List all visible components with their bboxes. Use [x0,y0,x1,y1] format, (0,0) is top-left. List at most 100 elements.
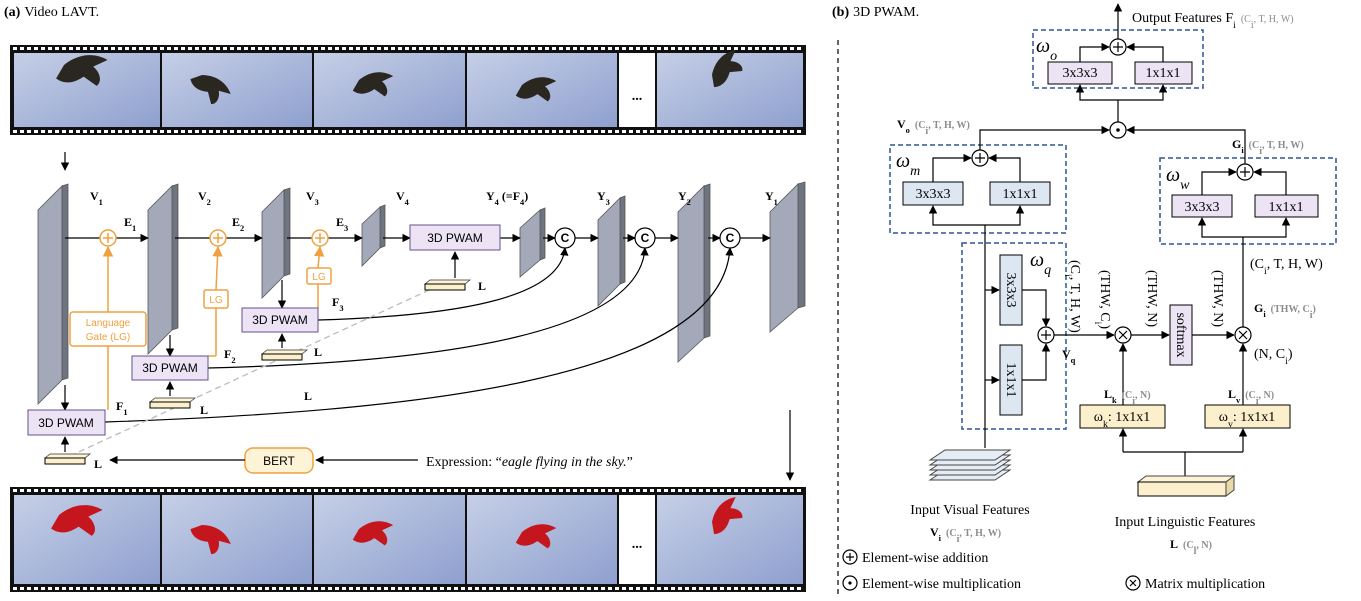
sprocket [27,130,31,133]
sprocket [594,489,598,492]
sprocket [216,47,220,50]
sprocket [615,587,619,590]
sprocket [307,47,311,50]
sprocket [552,47,556,50]
sprocket [83,130,87,133]
sprocket [328,130,332,133]
sprocket [300,587,304,590]
sprocket [181,489,185,492]
sprocket [552,489,556,492]
sprocket [153,130,157,133]
sprocket [97,489,101,492]
sprocket [629,47,633,50]
sprocket [531,489,535,492]
sprocket [237,587,241,590]
sprocket [664,587,668,590]
sprocket [720,130,724,133]
sprocket [20,587,24,590]
text-part: ) [1288,347,1293,362]
sprocket [62,489,66,492]
sprocket [181,130,185,133]
sprocket [405,489,409,492]
sprocket [384,47,388,50]
sprocket [356,47,360,50]
sprocket [776,47,780,50]
sprocket [594,130,598,133]
sprocket [251,130,255,133]
feature-label: V2 [198,189,211,207]
sprocket [195,587,199,590]
sprocket [545,489,549,492]
sprocket [55,587,59,590]
sprocket [13,130,17,133]
text-part: G [1254,301,1263,315]
sprocket [433,489,437,492]
text-part: Output Features F [1132,11,1233,26]
kernel: 3x3x3 [916,187,951,202]
sprocket [265,47,269,50]
encoder-stage: E2 [232,215,244,233]
sprocket [216,489,220,492]
sprocket [83,489,87,492]
sprocket [762,47,766,50]
sprocket [587,489,591,492]
sprocket [510,489,514,492]
subscript: k [1112,396,1117,405]
feature-label: Y1 [765,189,778,207]
sprocket [202,47,206,50]
sprocket [202,587,206,590]
sprocket [167,587,171,590]
sprocket [111,47,115,50]
sprocket [307,130,311,133]
sprocket [216,130,220,133]
sprocket [685,47,689,50]
panel-heading: (b)3D PWAM. [832,5,919,20]
sprocket [90,489,94,492]
gi-attn-label: Gi(THW, Ci) [1254,301,1316,321]
sprocket [356,130,360,133]
sprocket [76,489,80,492]
sprocket [433,130,437,133]
sprocket [657,47,661,50]
sprocket [104,587,108,590]
sprocket [335,489,339,492]
sprocket [202,130,206,133]
sprocket [237,489,241,492]
sprocket [300,130,304,133]
text-part: (N, C [1254,347,1285,362]
text-part: (THW, N) [1210,270,1225,327]
sprocket [706,130,710,133]
sprocket [580,587,584,590]
sprocket [769,130,773,133]
sprocket [146,489,150,492]
sprocket [538,489,542,492]
sprocket [608,489,612,492]
sprocket [734,587,738,590]
text-part: (C [1122,390,1133,401]
sprocket [482,130,486,133]
text-part: (THW, C [1097,270,1112,322]
text-part: , N) [1135,390,1151,401]
sprocket [629,130,633,133]
encoder: BERT [263,454,295,468]
sprocket [650,47,654,50]
sprocket [321,47,325,50]
expression-text: eagle flying in the sky. [502,455,627,470]
feature-label: V4 [396,189,410,207]
sprocket [216,587,220,590]
subscript: 2 [231,356,235,365]
sprocket [321,130,325,133]
panel-label: (a) [4,5,21,20]
sprocket [636,489,640,492]
video-frame [162,53,312,127]
text-part: F [332,295,339,309]
sprocket [20,47,24,50]
gate-label: LG [209,295,223,306]
sprocket [706,47,710,50]
sprocket [48,130,52,133]
sprocket [363,489,367,492]
concat: C [561,231,570,245]
sprocket [461,130,465,133]
text-part: Y [765,189,774,203]
sprocket [118,587,122,590]
